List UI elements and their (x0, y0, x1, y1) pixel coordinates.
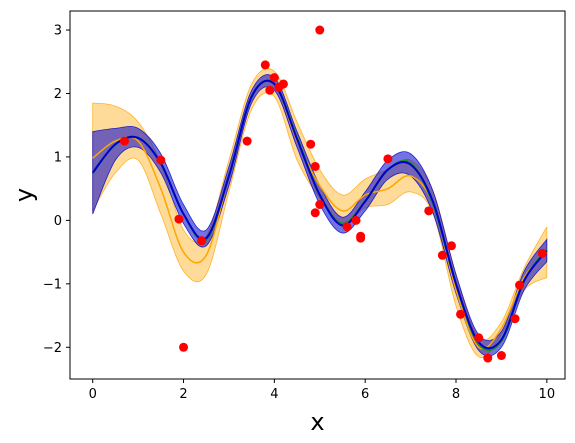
series-line-1 (92, 79, 548, 350)
x-tick-label: 8 (452, 387, 460, 402)
series-line-3 (91, 79, 548, 350)
y-tick-label: −2 (43, 341, 62, 356)
series-line-2 (91, 79, 548, 352)
data-point (383, 154, 393, 164)
y-tick-label: 1 (54, 150, 62, 165)
confidence-band-2 (92, 74, 548, 357)
confidence-bands (92, 68, 548, 359)
data-point (456, 309, 466, 319)
x-tick-label: 4 (270, 387, 278, 402)
y-tick-label: 3 (54, 24, 62, 39)
data-point (179, 342, 189, 352)
data-point (269, 73, 279, 83)
data-point (242, 136, 252, 146)
data-point (342, 222, 352, 232)
data-point (437, 250, 447, 260)
data-point (310, 208, 320, 218)
data-point (278, 79, 288, 89)
x-tick-label: 10 (539, 387, 556, 402)
data-point (446, 241, 456, 251)
data-point (265, 85, 275, 95)
data-point (515, 280, 525, 290)
data-point (174, 214, 184, 224)
y-tick-label: 2 (54, 87, 62, 102)
x-tick-label: 0 (89, 387, 97, 402)
data-point (315, 25, 325, 35)
observation-points (119, 25, 547, 363)
x-tick-label: 2 (179, 387, 187, 402)
x-axis-ticks: 0 2 4 6 8 10 (89, 379, 556, 402)
data-point (260, 60, 270, 70)
y-tick-label: 0 (54, 214, 62, 229)
y-axis-ticks: −2 −1 0 1 2 3 (43, 24, 70, 356)
x-axis-label: x (310, 408, 324, 436)
data-point (356, 233, 366, 243)
data-point (119, 136, 129, 146)
data-point (310, 161, 320, 171)
confidence-band-1 (92, 68, 548, 359)
data-point (156, 155, 166, 165)
data-point (474, 333, 484, 343)
data-point (483, 353, 493, 363)
y-axis-label: y (10, 188, 38, 202)
data-point (315, 200, 325, 210)
data-point (351, 215, 361, 225)
data-point (424, 206, 434, 216)
data-point (306, 139, 316, 149)
data-point (496, 351, 506, 361)
data-point (197, 236, 207, 246)
y-tick-label: −1 (43, 277, 62, 292)
x-tick-label: 6 (361, 387, 369, 402)
series-lines (91, 79, 548, 352)
data-point (537, 248, 547, 258)
data-point (510, 314, 520, 324)
plot-frame (69, 10, 566, 380)
